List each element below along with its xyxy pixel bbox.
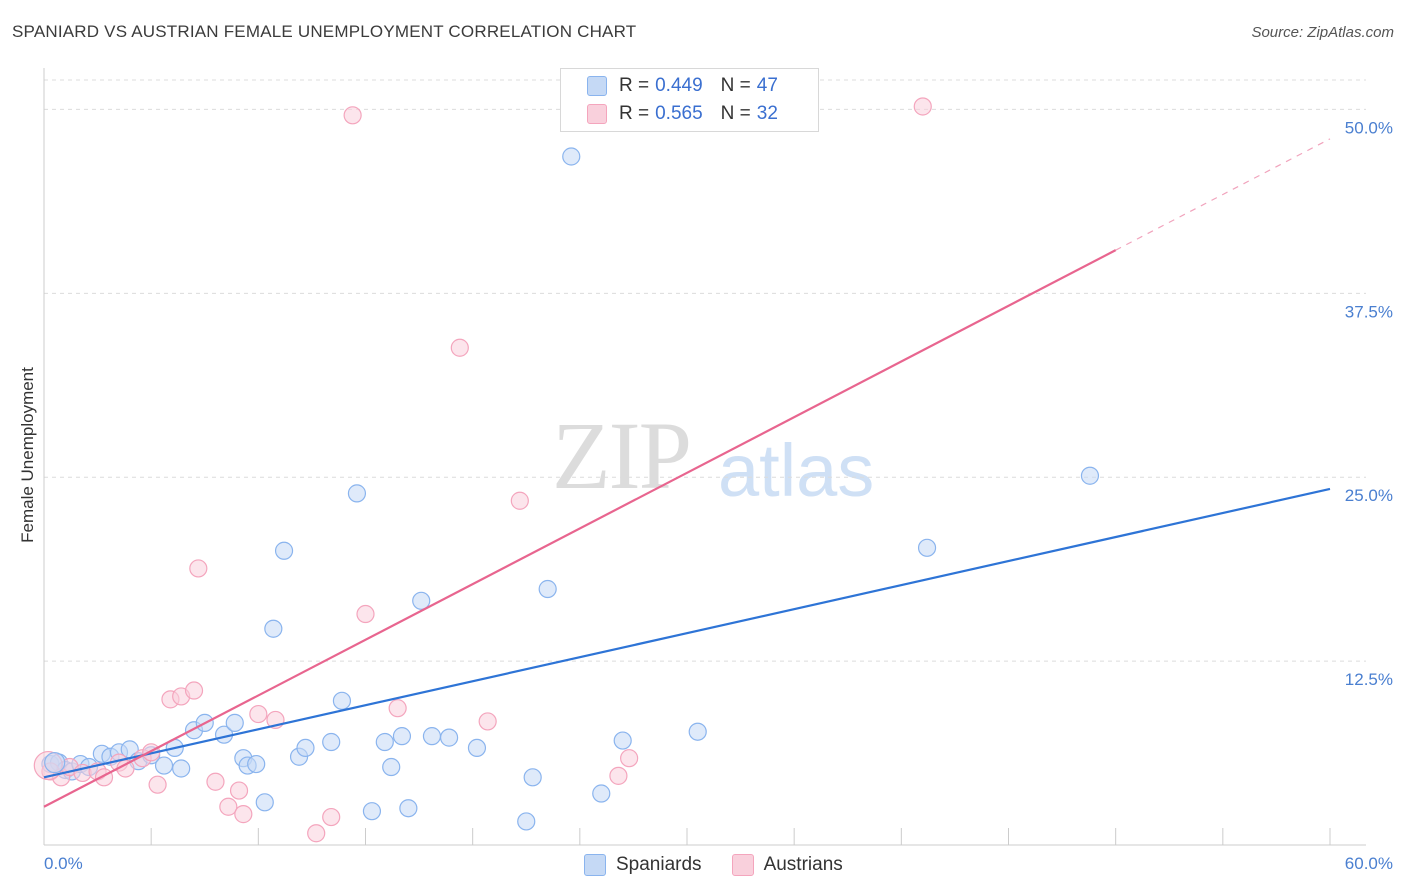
austrian-point [249,704,268,724]
austrian-point [913,97,932,116]
spaniard-point [467,738,487,758]
spaniard-point [688,722,707,741]
spaniard-point [154,756,174,775]
austrian-point [510,491,529,510]
x-tick-label: 0.0% [44,854,83,873]
legend-item-spaniards[interactable]: Spaniards [584,854,702,876]
spaniard-point [264,619,283,638]
spaniard-point [247,754,266,774]
legend-label-spaniards: Spaniards [616,854,702,875]
spaniard-point [296,738,315,758]
spaniards-legend-swatch [584,854,606,876]
spaniard-point [538,579,557,599]
y-tick-label: 12.5% [1345,670,1393,689]
austrian-point [184,681,204,700]
austrians-trendline-extension [1115,138,1331,251]
spaniard-point [255,793,274,812]
austrian-point [609,766,628,785]
spaniard-point [382,757,401,777]
austrian-point [189,559,208,578]
stats-legend: R = 0.449 N = 47 R = 0.565 N = 32 [560,68,819,132]
spaniards-trendline [43,487,1331,779]
y-tick-label: 37.5% [1345,302,1393,321]
austrian-point [388,699,407,718]
austrians-trendline [43,249,1117,808]
austrian-point [478,712,497,731]
spaniard-point [517,812,536,831]
austrian-point [450,338,469,357]
spaniard-point [362,802,382,821]
austrian-point [356,604,375,624]
chart-title: SPANIARD VS AUSTRIAN FEMALE UNEMPLOYMENT… [12,22,637,41]
spaniard-point [172,759,191,778]
spaniard-point [592,784,611,803]
austrian-point [219,797,238,816]
austrian-point [206,772,225,791]
austrian-point [322,807,341,827]
n-value: 32 [756,103,778,124]
austrians-swatch [587,104,607,124]
austrian-point [148,775,167,794]
r-value: 0.565 [655,103,703,124]
spaniard-point [392,727,412,746]
r-label: R = [619,75,650,96]
austrians-legend-swatch [731,854,754,876]
spaniard-point [439,728,459,747]
n-value: 47 [756,75,778,96]
r-label: R = [619,103,650,124]
austrian-point [343,106,362,125]
spaniard-point [523,768,542,787]
spaniard-point [422,727,442,746]
spaniard-point [399,799,418,818]
n-label: N = [720,75,751,96]
spaniard-point [375,732,394,752]
austrian-point [234,805,253,824]
spaniard-point [332,691,352,710]
series-legend: Spaniards Austrians [584,852,873,878]
spaniard-cluster-point [44,752,66,774]
spaniard-point [274,541,294,560]
spaniard-point [322,732,341,752]
austrian-point [229,781,249,800]
watermark-zip: ZIP [552,402,692,509]
spaniards-swatch [587,76,607,96]
spaniard-point [917,538,937,557]
y-tick-label: 25.0% [1345,486,1393,505]
stats-legend-row-austrians: R = 0.565 N = 32 [587,101,778,127]
stats-legend-row-spaniards: R = 0.449 N = 47 [587,73,778,99]
legend-item-austrians[interactable]: Austrians [731,854,843,876]
source-label: Source: ZipAtlas.com [1251,24,1394,41]
x-tick-label: 60.0% [1345,854,1393,873]
legend-label-austrians: Austrians [763,854,843,875]
spaniard-point [613,731,632,750]
y-tick-label: 50.0% [1345,118,1393,137]
spaniard-point [1080,466,1100,485]
spaniard-point [562,147,581,166]
n-label: N = [720,103,751,124]
r-value: 0.449 [655,75,703,96]
spaniard-point [225,713,244,732]
austrian-point [620,749,639,768]
austrian-point [307,824,326,843]
spaniard-point [347,484,367,503]
spaniard-point [412,591,431,610]
